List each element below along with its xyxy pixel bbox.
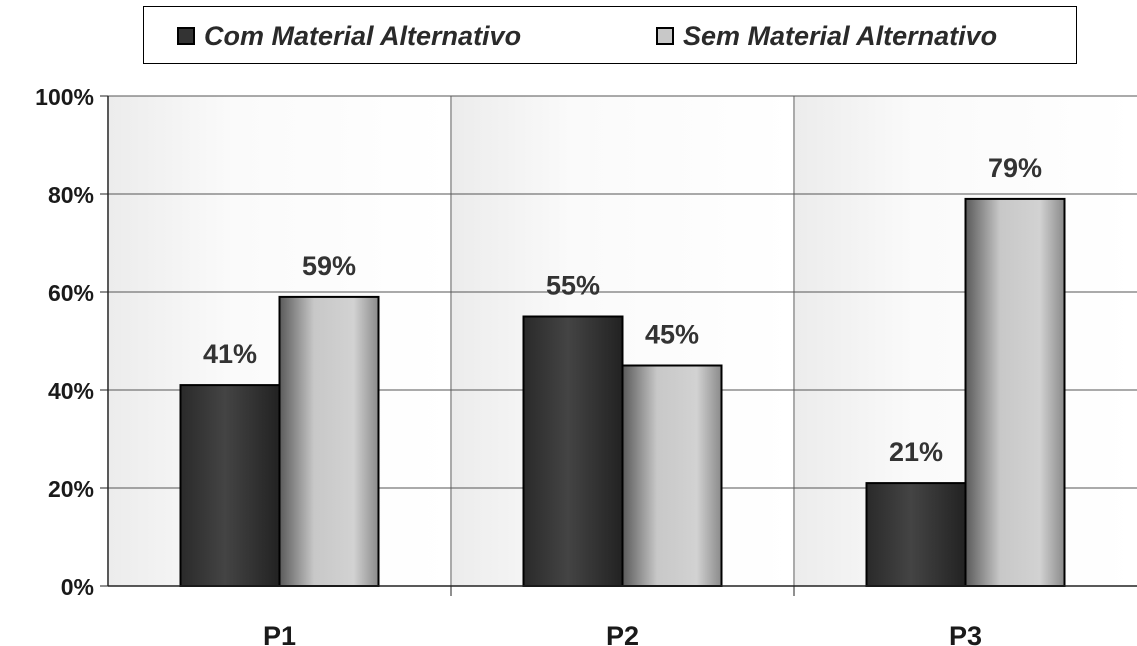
y-tick-label: 40%	[48, 378, 94, 404]
legend-label-com: Com Material Alternativo	[204, 20, 522, 51]
x-category-label-p2: P2	[606, 621, 639, 646]
data-label-p2-series-1: 55%	[546, 271, 600, 301]
bar-p2-series-2	[621, 364, 723, 587]
x-category-label-p3: P3	[949, 621, 982, 646]
bar-p1-series-1	[179, 384, 281, 587]
y-tick-label: 20%	[48, 476, 94, 502]
legend-item-com: Com Material Alternativo	[177, 16, 521, 56]
data-label-p2-series-2: 45%	[645, 320, 699, 350]
y-tick-label: 100%	[35, 84, 94, 110]
bar-p2-series-1	[522, 315, 624, 587]
y-tick-label: 80%	[48, 182, 94, 208]
bar-p3-series-2	[964, 197, 1066, 587]
bar-p1-series-2	[278, 295, 380, 587]
bar-p3-series-1	[865, 482, 967, 588]
y-tick-label: 0%	[61, 574, 94, 600]
data-label-p1-series-2: 59%	[302, 251, 356, 281]
x-category-label-p1: P1	[263, 621, 296, 646]
data-label-p3-series-1: 21%	[889, 437, 943, 467]
legend-swatch-com	[177, 27, 195, 45]
chart-legend: Com Material Alternativo Sem Material Al…	[143, 6, 1077, 64]
y-tick-label: 60%	[48, 280, 94, 306]
data-label-p1-series-1: 41%	[203, 339, 257, 369]
legend-item-sem: Sem Material Alternativo	[656, 16, 997, 56]
data-label-p3-series-2: 79%	[988, 153, 1042, 183]
legend-label-sem: Sem Material Alternativo	[683, 20, 998, 51]
legend-swatch-sem	[656, 27, 674, 45]
